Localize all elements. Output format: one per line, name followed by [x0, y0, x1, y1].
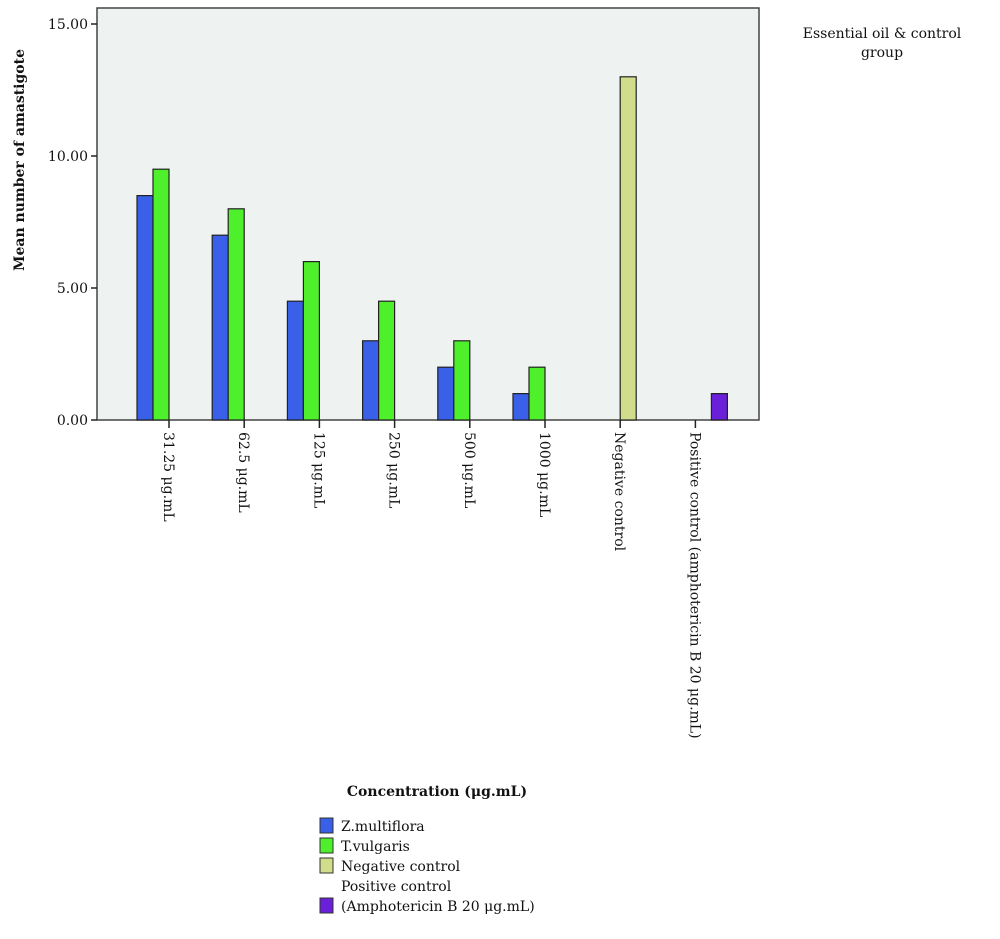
legend: Z.multiflora T.vulgaris Negative control Po…	[319, 817, 535, 915]
bar	[227, 208, 245, 421]
bar	[136, 195, 154, 421]
bar	[528, 366, 546, 421]
x-tick-label: 250 μg.mL	[386, 432, 402, 508]
bar	[437, 366, 455, 421]
legend-title-line-2: group	[861, 45, 903, 61]
x-tick-label: Negative control	[611, 432, 627, 552]
y-tick-label: 15.00	[48, 17, 88, 33]
legend-label: Negative control	[341, 859, 461, 875]
legend-title-line-1: Essential oil & control	[803, 26, 962, 42]
legend-swatch	[319, 857, 334, 874]
legend-swatch	[319, 897, 334, 914]
x-tick-label: Positive control (amphotericin B 20 μg.m…	[686, 432, 702, 739]
bar	[453, 340, 471, 421]
legend-label: Positive control	[341, 879, 452, 895]
legend-swatch	[319, 817, 334, 834]
x-tick-label: 500 μg.mL	[461, 432, 477, 508]
x-tick-label: 62.5 μg.mL	[235, 432, 251, 513]
plot-area	[96, 7, 760, 421]
bar	[152, 168, 170, 421]
y-tick-label: 0.00	[57, 413, 88, 429]
legend-title: Essential oil & control group	[803, 26, 962, 61]
bar	[710, 393, 729, 421]
x-axis-title: Concentration (μg.mL)	[347, 784, 527, 800]
bar	[211, 234, 229, 421]
bar	[378, 300, 396, 421]
x-tick-label: 1000 μg.mL	[536, 432, 552, 517]
legend-label: Z.multiflora	[341, 819, 425, 835]
legend-swatch	[319, 837, 334, 854]
y-tick-label: 5.00	[57, 281, 88, 297]
bar	[302, 261, 320, 421]
legend-label: T.vulgaris	[341, 839, 410, 855]
bar	[362, 340, 380, 421]
legend-label: (Amphotericin B 20 μg.mL)	[341, 899, 535, 915]
bar	[619, 76, 637, 421]
x-tick-label: 31.25 μg.mL	[160, 432, 176, 522]
y-axis-title: Mean number of amastigote	[12, 49, 28, 271]
y-tick-label: 10.00	[48, 149, 88, 165]
bar	[512, 393, 530, 421]
bar	[286, 300, 304, 421]
x-tick-label: 125 μg.mL	[310, 432, 326, 508]
